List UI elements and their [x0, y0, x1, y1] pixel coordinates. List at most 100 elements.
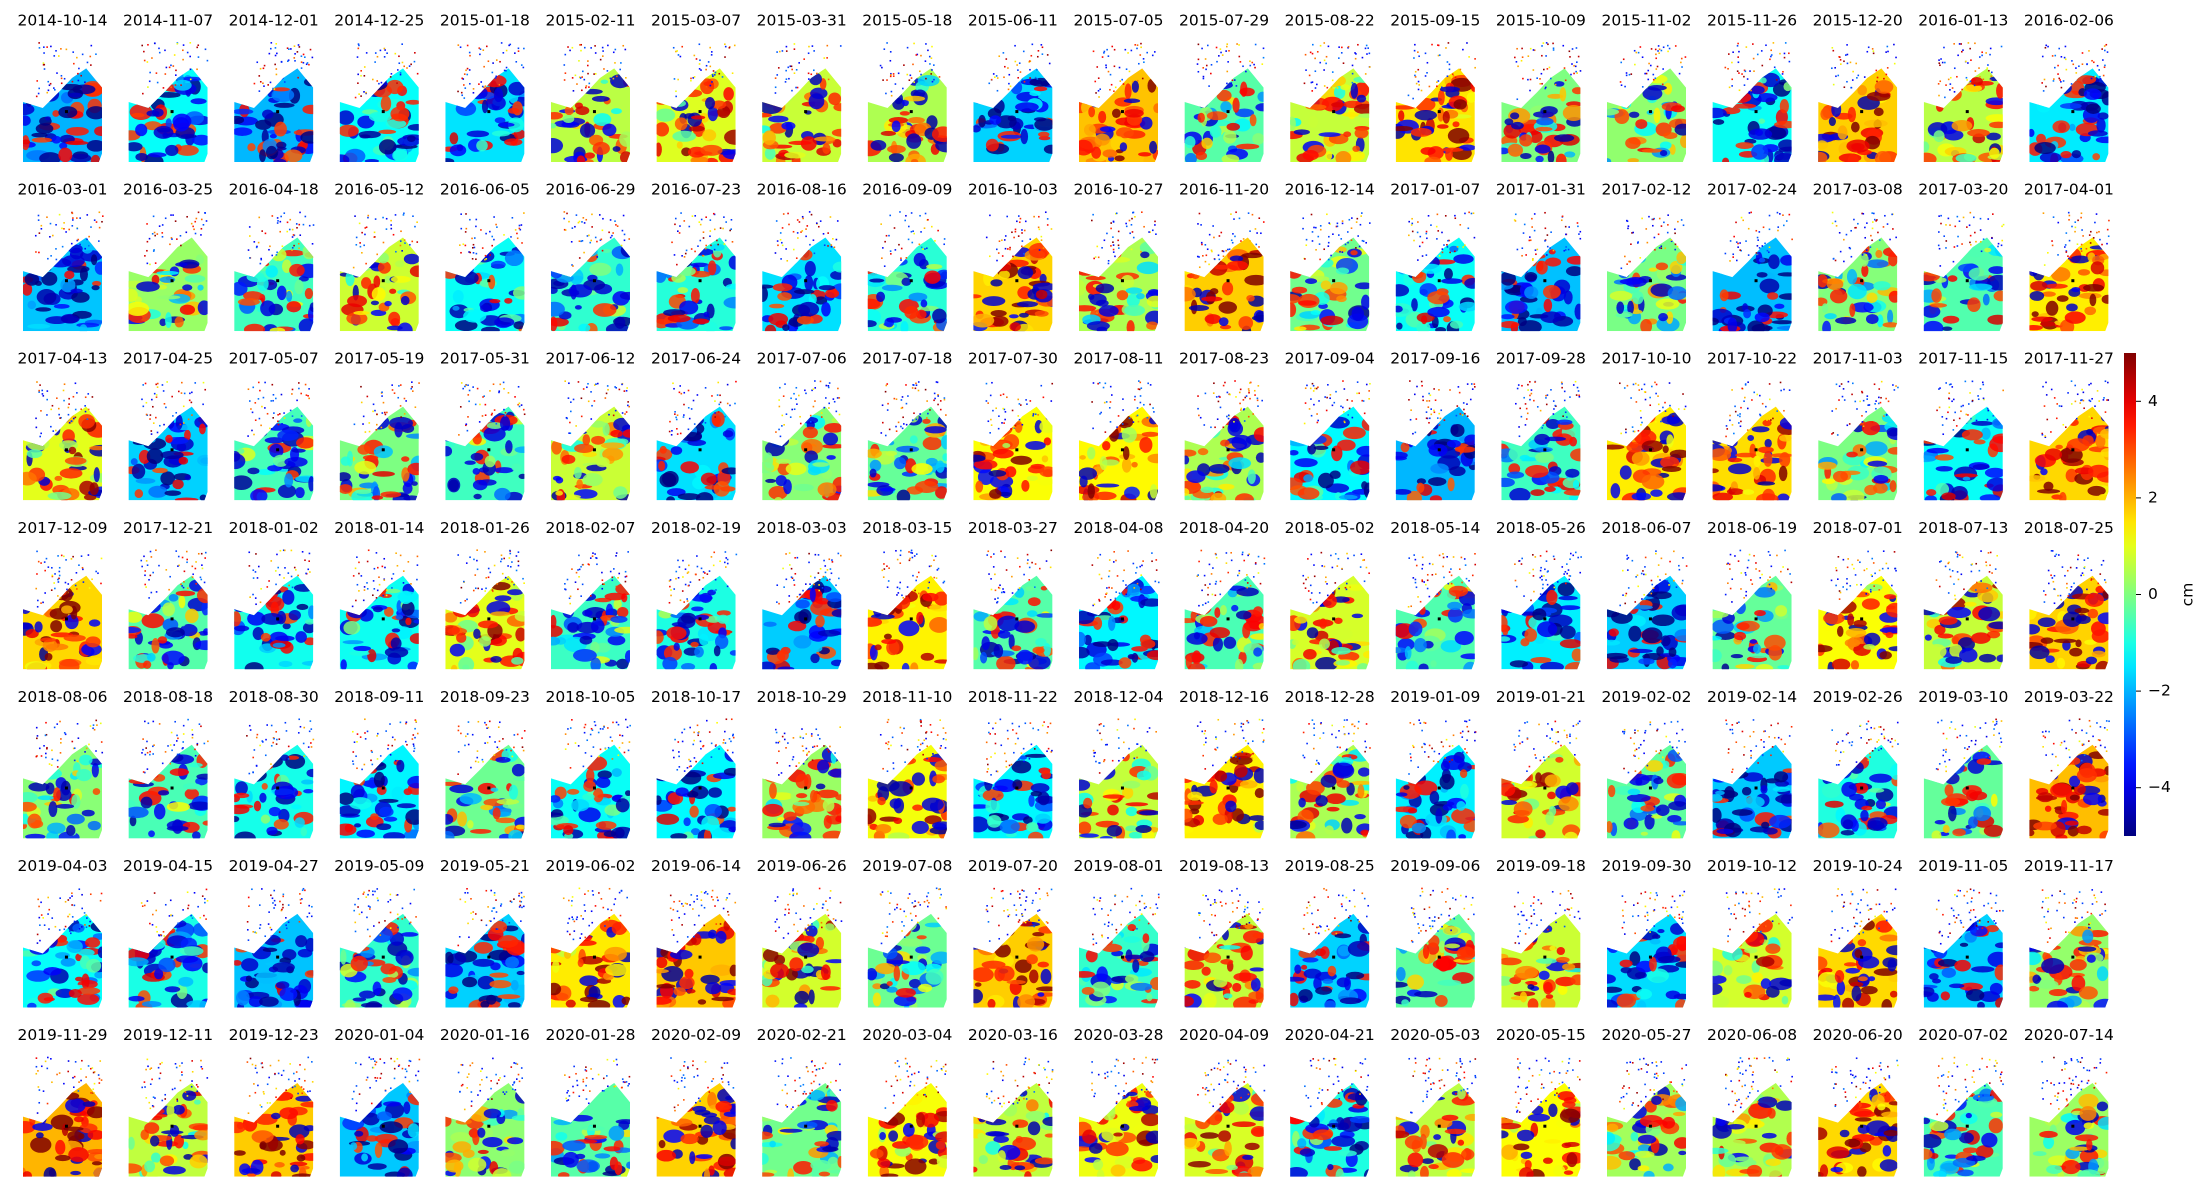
scatter-pixel	[719, 394, 721, 397]
scatter-pixel	[1202, 77, 1205, 80]
texture	[1079, 420, 1085, 426]
scatter-pixel	[1748, 90, 1751, 93]
scatter-pixel	[1018, 62, 1021, 65]
scatter-pixel	[1197, 70, 1200, 73]
texture	[1010, 455, 1032, 465]
panel-image	[762, 68, 842, 162]
reference-point	[276, 279, 280, 283]
scatter-pixel	[1351, 72, 1354, 75]
scatter-pixel	[989, 214, 991, 217]
texture	[1290, 294, 1301, 304]
scatter-pixel	[1019, 404, 1022, 406]
scatter-pixel	[601, 249, 604, 252]
scatter-pixel	[1201, 47, 1203, 50]
texture	[619, 131, 630, 147]
scatter-pixel	[1541, 45, 1543, 47]
scatter-pixel	[1304, 258, 1306, 260]
scatter-pixel	[1256, 232, 1258, 234]
texture	[1199, 89, 1212, 98]
texture	[30, 94, 53, 101]
texture	[1197, 112, 1205, 123]
texture	[1712, 119, 1725, 125]
texture	[1524, 286, 1539, 299]
scatter-pixel	[1872, 52, 1875, 55]
scatter-pixel	[394, 214, 397, 216]
scatter-pixel	[368, 430, 371, 433]
scatter-pixel	[1516, 248, 1519, 251]
texture	[1780, 255, 1792, 266]
scatter-pixel	[785, 50, 788, 52]
scatter-pixel	[1004, 411, 1007, 413]
scatter-pixel	[43, 52, 45, 54]
scatter-pixel	[1769, 58, 1771, 61]
texture	[551, 123, 557, 129]
texture	[339, 484, 353, 494]
texture	[1102, 149, 1118, 158]
scatter-pixel	[2106, 228, 2109, 231]
scatter-pixel	[1232, 233, 1234, 235]
scatter-pixel	[1625, 74, 1628, 77]
texture	[656, 142, 662, 157]
scatter-pixel	[1051, 382, 1054, 385]
texture	[305, 415, 313, 427]
texture	[873, 259, 891, 265]
texture	[1676, 251, 1686, 265]
scatter-pixel	[515, 61, 518, 63]
scatter-pixel	[291, 249, 293, 252]
scatter-pixel	[1366, 53, 1368, 55]
scatter-pixel	[144, 255, 146, 257]
scatter-pixel	[796, 403, 798, 405]
scatter-pixel	[466, 44, 469, 47]
scatter-pixel	[202, 403, 204, 406]
panel-image	[1818, 237, 1898, 332]
scatter-pixel	[145, 413, 148, 416]
texture	[1421, 315, 1428, 325]
scatter-pixel	[1253, 63, 1255, 66]
texture	[711, 411, 725, 428]
texture	[65, 140, 89, 146]
texture	[234, 90, 253, 100]
scatter-pixel	[809, 414, 812, 417]
scatter-pixel	[2068, 214, 2071, 217]
scatter-pixel	[1032, 414, 1034, 417]
scatter-pixel	[480, 229, 482, 231]
scatter-pixel	[675, 95, 677, 98]
scatter-pixel	[275, 42, 278, 45]
scatter-pixel	[1092, 213, 1094, 216]
scatter-pixel	[669, 420, 671, 423]
scatter-pixel	[791, 408, 794, 411]
texture	[1607, 108, 1620, 116]
texture	[1025, 440, 1046, 450]
scatter-pixel	[503, 387, 505, 390]
texture	[1149, 484, 1158, 499]
scatter-pixel	[373, 231, 376, 234]
texture	[1443, 316, 1451, 323]
scatter-pixel	[416, 221, 418, 224]
scatter-pixel	[179, 423, 182, 426]
texture	[2029, 264, 2040, 274]
scatter-pixel	[1573, 72, 1575, 75]
scatter-pixel	[903, 423, 905, 425]
scatter-pixel	[774, 92, 777, 94]
scatter-pixel	[258, 417, 261, 420]
scatter-pixel	[275, 254, 278, 256]
scatter-pixel	[270, 428, 273, 430]
texture	[576, 155, 586, 162]
scatter-pixel	[1943, 46, 1945, 49]
reference-point	[1332, 279, 1336, 283]
panel-title: 2016-10-03	[968, 181, 1058, 199]
texture	[904, 95, 926, 102]
texture	[782, 324, 790, 331]
scatter-pixel	[1944, 96, 1946, 99]
panel-title: 2015-01-18	[440, 12, 530, 30]
texture	[1195, 151, 1208, 161]
scatter-pixel	[1674, 232, 1676, 235]
scatter-pixel	[1760, 50, 1763, 52]
texture	[723, 87, 734, 101]
scatter-pixel	[829, 216, 832, 218]
texture	[1619, 278, 1644, 285]
scatter-pixel	[2057, 73, 2059, 75]
texture	[1184, 246, 1195, 255]
texture	[353, 310, 370, 316]
scatter-pixel	[70, 242, 73, 245]
